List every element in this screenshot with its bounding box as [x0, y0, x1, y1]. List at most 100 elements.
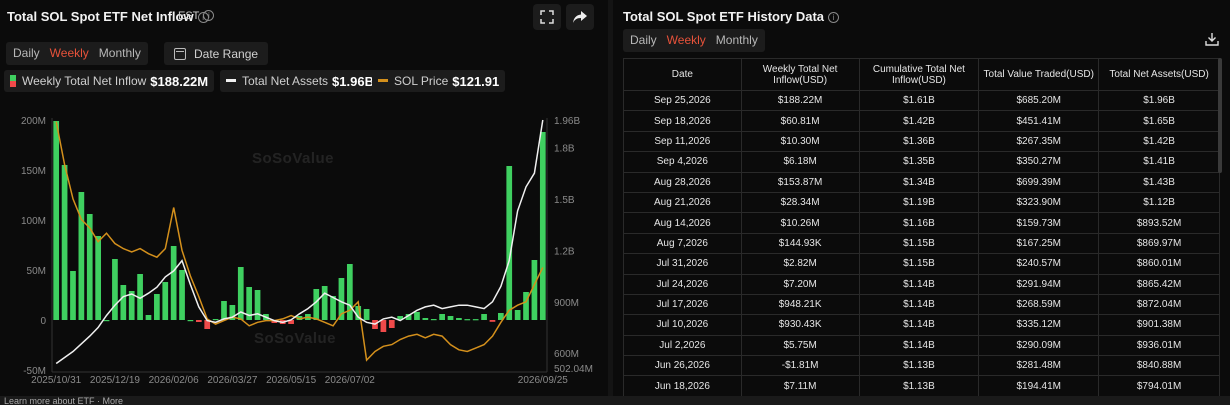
col-cumulative-inflow[interactable]: Cumulative Total Net Inflow(USD): [858, 58, 980, 91]
period-tabs: Daily Weekly Monthly: [623, 29, 765, 52]
watermark: SoSoValue: [254, 330, 337, 347]
inflow-bar: [321, 286, 328, 320]
cell-date: Aug 28,2026: [623, 171, 742, 193]
cell-weekly-inflow: $2.82M: [740, 253, 860, 275]
tab-monthly[interactable]: Monthly: [98, 46, 141, 60]
table-row: Jul 10,2026 $930.43K $1.14B $335.12M $901.38…: [623, 314, 1220, 336]
inflow-bar: [95, 236, 101, 320]
inflow-bar: [363, 309, 370, 320]
table-row: Sep 4,2026 $6.18M $1.35B $350.27M $1.41B: [623, 151, 1220, 173]
history-data-panel: Total SOL Spot ETF History Data i Daily W…: [613, 0, 1230, 405]
table-row: Aug 28,2026 $153.87M $1.34B $699.39M $1.43B: [623, 171, 1220, 193]
cell-total-value-traded: $291.94M: [978, 273, 1100, 295]
x-tick-label: 2026/03/27: [207, 375, 257, 386]
tab-monthly[interactable]: Monthly: [715, 33, 758, 47]
tab-daily[interactable]: Daily: [630, 33, 657, 47]
cell-total-net-assets: $1.41B: [1098, 151, 1220, 173]
inflow-bar: [481, 314, 487, 320]
cell-date: Sep 18,2026: [623, 110, 742, 132]
cell-cumulative-inflow: $1.61B: [858, 89, 980, 112]
fullscreen-icon: [540, 10, 554, 24]
date-range-button[interactable]: Date Range: [164, 42, 268, 65]
cell-total-net-assets: $865.42M: [1098, 273, 1220, 295]
fullscreen-button[interactable]: [533, 4, 561, 30]
table-scrollbar[interactable]: [1218, 58, 1222, 173]
inflow-bar: [355, 306, 362, 320]
inflow-bar: [498, 313, 504, 320]
col-total-value-traded[interactable]: Total Value Traded(USD): [978, 58, 1100, 91]
cell-weekly-inflow: $144.93K: [740, 232, 860, 255]
share-icon: [573, 11, 587, 23]
calendar-icon: [174, 47, 186, 60]
panel-divider: [608, 0, 613, 405]
col-weekly-inflow[interactable]: Weekly Total Net Inflow(USD): [740, 58, 860, 91]
table-title: Total SOL Spot ETF History Data i: [623, 9, 840, 24]
cell-date: Sep 4,2026: [623, 151, 742, 173]
inflow-bar: [154, 294, 160, 320]
legend-sol-price[interactable]: SOL Price $121.91: [372, 70, 506, 92]
inflow-bar: [506, 166, 513, 320]
table-row: Sep 18,2026 $60.81M $1.42B $451.41M $1.65B: [623, 110, 1220, 132]
y-right-tick-label: 1.5B: [554, 195, 575, 206]
cell-weekly-inflow: $10.30M: [740, 130, 860, 153]
x-tick-label: 2026/09/25: [518, 375, 568, 386]
cell-cumulative-inflow: $1.14B: [858, 314, 980, 336]
col-total-net-assets[interactable]: Total Net Assets(USD): [1098, 58, 1220, 91]
inflow-chart[interactable]: 200M 150M 100M 50M 0 -50M 1.96B 1.8B 1.5B 1.2B 900…: [0, 96, 608, 396]
inflow-bar: [221, 301, 227, 320]
cell-weekly-inflow: $7.20M: [740, 273, 860, 295]
cell-cumulative-inflow: $1.14B: [858, 293, 980, 316]
col-date[interactable]: Date: [623, 58, 742, 91]
cell-total-net-assets: $872.04M: [1098, 293, 1220, 316]
total-net-assets-line: [55, 119, 544, 365]
y-right-tick-label: 600M: [554, 349, 579, 360]
cell-weekly-inflow: $948.21K: [740, 293, 860, 316]
cell-weekly-inflow: $5.75M: [740, 334, 860, 357]
cell-cumulative-inflow: $1.14B: [858, 334, 980, 357]
tab-weekly[interactable]: Weekly: [49, 46, 89, 60]
x-tick-label: 2026/07/02: [325, 375, 375, 386]
info-icon[interactable]: i: [203, 10, 215, 21]
cell-date: Jun 26,2026: [623, 355, 742, 377]
share-button[interactable]: [566, 4, 594, 30]
cell-cumulative-inflow: $1.42B: [858, 110, 980, 132]
inflow-bar: [539, 132, 546, 320]
inflow-bar: [246, 287, 253, 320]
y-left-tick-label: 100M: [21, 216, 46, 227]
cell-total-value-traded: $699.39M: [978, 171, 1100, 193]
info-icon[interactable]: i: [828, 12, 840, 23]
table-row: Aug 7,2026 $144.93K $1.15B $167.25M $869.97M: [623, 232, 1220, 255]
cell-cumulative-inflow: $1.16B: [858, 212, 980, 234]
cell-date: Sep 11,2026: [623, 130, 742, 153]
inflow-bar: [464, 319, 471, 321]
tab-daily[interactable]: Daily: [13, 46, 40, 60]
cell-total-value-traded: $167.25M: [978, 232, 1100, 255]
y-right-tick-label: 1.96B: [554, 116, 580, 127]
cell-cumulative-inflow: $1.19B: [858, 191, 980, 214]
cell-total-net-assets: $893.52M: [1098, 212, 1220, 234]
download-icon[interactable]: [1205, 32, 1219, 46]
timezone-selector[interactable]: EST i: [178, 10, 215, 22]
inflow-bar: [187, 320, 194, 322]
inflow-bar: [447, 316, 454, 320]
tab-weekly[interactable]: Weekly: [666, 33, 706, 47]
inflow-bar: [195, 320, 202, 322]
cell-total-net-assets: $860.01M: [1098, 253, 1220, 275]
white-line-icon: [226, 79, 236, 82]
cell-date: Aug 7,2026: [623, 232, 742, 255]
cell-date: Jul 2,2026: [623, 334, 742, 357]
inflow-bar: [531, 260, 538, 320]
y-left-tick-label: 0: [40, 316, 46, 327]
inflow-bar: [514, 310, 521, 320]
table-row: Jun 26,2026 -$1.81M $1.13B $281.48M $840.88M: [623, 355, 1220, 377]
inflow-bar: [288, 320, 294, 324]
legend-inflow[interactable]: Weekly Total Net Inflow $188.22M: [4, 70, 215, 92]
cell-total-net-assets: $869.97M: [1098, 232, 1220, 255]
y-left-tick-label: 150M: [21, 166, 46, 177]
green-red-bar-icon: [10, 75, 16, 87]
net-inflow-panel: Total SOL Spot ETF Net Inflow i EST i Dail…: [0, 0, 608, 405]
inflow-bar: [254, 290, 261, 320]
inflow-bar: [162, 282, 169, 320]
cell-weekly-inflow: $7.11M: [740, 375, 860, 397]
legend-total-net-assets[interactable]: Total Net Assets $1.96B: [220, 70, 380, 92]
